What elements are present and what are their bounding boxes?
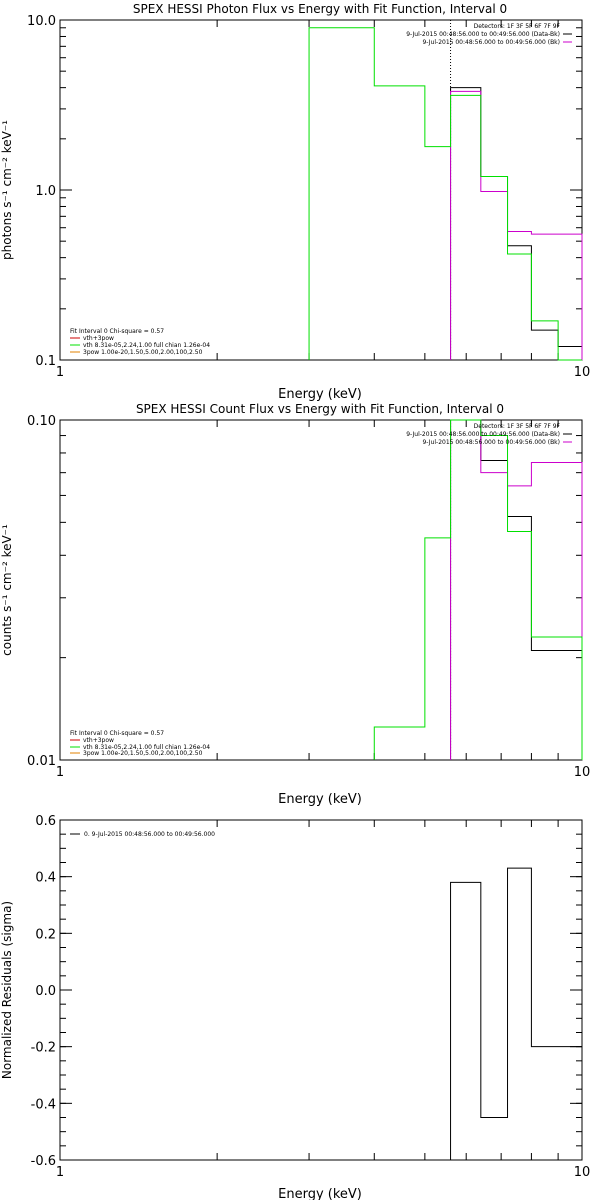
series-step-0-: [450, 867, 583, 1160]
count-flux-plot-frame: [59, 419, 583, 761]
count-flux-title: SPEX HESSI Count Flux vs Energy with Fit…: [136, 402, 504, 416]
photon-flux-panel: SPEX HESSI Photon Flux vs Energy with Fi…: [0, 2, 590, 402]
residuals-x-axis-label: Energy (keV): [278, 1187, 362, 1200]
legend-vth3pow: vth+3pow: [83, 737, 114, 744]
legend-detectors: Detectors: 1F 3F 5F 6F 7F 9F: [474, 423, 561, 430]
y-tick-label: 0.4: [35, 871, 56, 886]
x-tick-label: 1: [56, 1165, 64, 1180]
y-tick-label: -0.6: [31, 1154, 56, 1169]
y-tick-label: 1.0: [35, 184, 56, 199]
residuals-panel: 1 10 -0.6 -0.4 -0.2 0.0 0.2 0.4 0.6 Energy (keV)…: [0, 814, 590, 1200]
legend-vth: vth 8.31e-05,2.24,1.00 full chian 1.26e-…: [83, 744, 210, 751]
legend-data-bk: 9-Jul-2015 00:48:56.000 to 00:49:56.000 …: [406, 31, 560, 38]
x-tick-label: 10: [574, 1165, 591, 1180]
series-step-data-bk: [450, 87, 583, 360]
photon-flux-y-axis-label: photons s⁻¹ cm⁻² keV⁻¹: [0, 120, 14, 260]
count-flux-legend-fit: Fit Interval 0 Chi-square = 0.57 vth+3po…: [70, 730, 210, 757]
residuals-legend: 0. 9-Jul-2015 00:48:56.000 to 00:49:56.0…: [70, 831, 215, 838]
legend-vth3pow: vth+3pow: [83, 335, 114, 342]
legend-3pow: 3pow 1.00e-20,1.50,5.00,2.00,100,2.50: [83, 750, 203, 757]
photon-flux-legend-topright: Detectors: 1F 3F 5F 6F 7F 9F 9-Jul-2015 …: [406, 23, 572, 46]
legend-vth: vth 8.31e-05,2.24,1.00 full chian 1.26e-…: [83, 342, 210, 349]
legend-bk: 9-Jul-2015 00:48:56.000 to 00:49:56.000 …: [422, 39, 560, 46]
y-tick-label: -0.2: [31, 1041, 56, 1056]
legend-detectors: Detectors: 1F 3F 5F 6F 7F 9F: [474, 23, 561, 30]
photon-flux-plot-frame: [59, 19, 583, 361]
legend-fit-interval: Fit Interval 0 Chi-square = 0.57: [70, 730, 164, 737]
legend-bk: 9-Jul-2015 00:48:56.000 to 00:49:56.000 …: [422, 439, 560, 446]
photon-flux-x-axis-label: Energy (keV): [278, 387, 362, 402]
series-step-data-bk: [450, 419, 583, 760]
x-tick-label: 1: [56, 765, 64, 780]
y-tick-label: 0.6: [35, 814, 56, 829]
legend-3pow: 3pow 1.00e-20,1.50,5.00,2.00,100,2.50: [83, 349, 203, 356]
count-flux-y-axis-label: counts s⁻¹ cm⁻² keV⁻¹: [0, 524, 14, 656]
x-tick-label: 1: [56, 365, 64, 380]
photon-flux-legend-fit: Fit Interval 0 Chi-square = 0.57 vth+3po…: [70, 328, 210, 356]
x-tick-label: 10: [574, 365, 591, 380]
y-tick-label: 0.10: [27, 414, 56, 429]
x-tick-label: 10: [574, 765, 591, 780]
series-step-bk: [450, 90, 583, 360]
count-flux-x-axis-label: Energy (keV): [278, 792, 362, 807]
residuals-plot-frame: [59, 819, 583, 1161]
count-flux-legend-topright: Detectors: 1F 3F 5F 6F 7F 9F 9-Jul-2015 …: [406, 423, 572, 446]
series-step-vth-3pow: [308, 27, 582, 361]
series-step-bk: [450, 419, 583, 760]
y-tick-label: 10.0: [27, 14, 56, 29]
photon-flux-title: SPEX HESSI Photon Flux vs Energy with Fi…: [133, 2, 507, 16]
legend-data-bk: 9-Jul-2015 00:48:56.000 to 00:49:56.000 …: [406, 431, 560, 438]
y-tick-label: 0.1: [35, 354, 56, 369]
y-tick-label: 0.0: [35, 984, 56, 999]
legend-fit-interval: Fit Interval 0 Chi-square = 0.57: [70, 328, 164, 335]
y-tick-label: 0.01: [27, 754, 56, 769]
series-step-vth-3pow: [373, 419, 583, 760]
y-tick-label: 0.2: [35, 927, 56, 942]
residuals-y-axis-label: Normalized Residuals (sigma): [0, 901, 14, 1079]
residuals-legend-label: 0. 9-Jul-2015 00:48:56.000 to 00:49:56.0…: [84, 831, 215, 838]
y-tick-label: -0.4: [31, 1097, 56, 1112]
count-flux-panel: SPEX HESSI Count Flux vs Energy with Fit…: [0, 402, 590, 807]
